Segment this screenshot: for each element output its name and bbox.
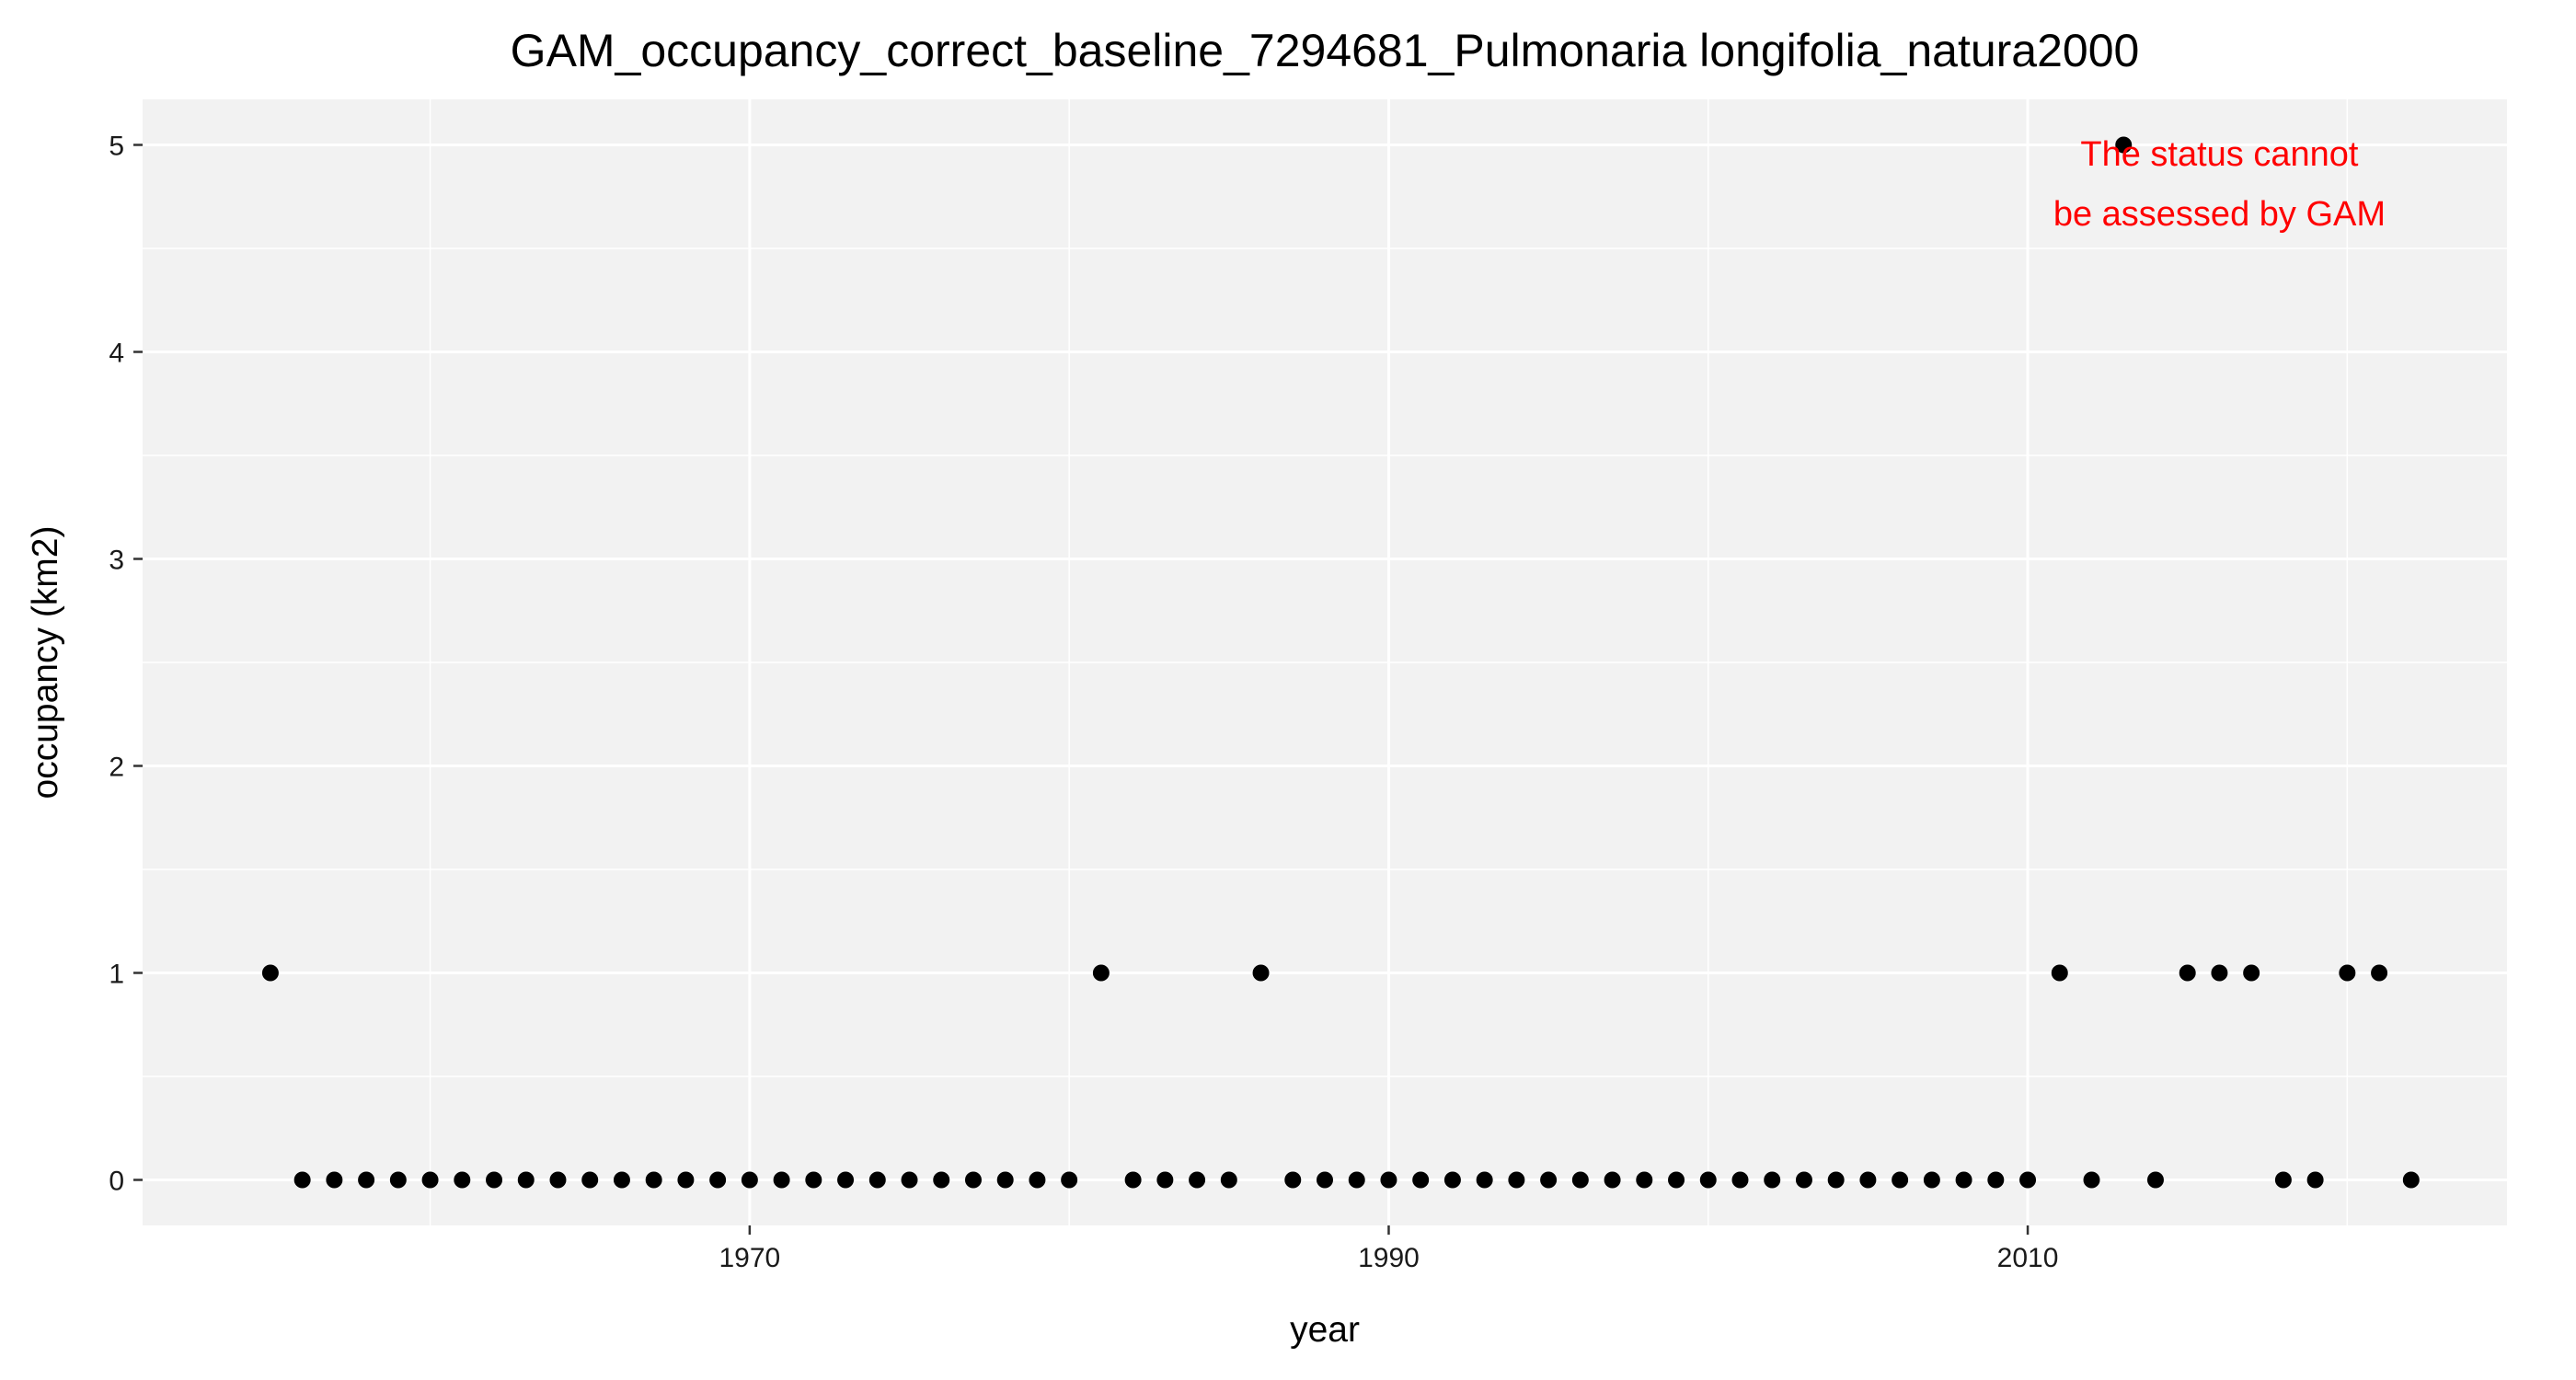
data-point [1827, 1171, 1845, 1189]
data-point [1189, 1171, 1206, 1189]
y-axis-title: occupancy (km2) [26, 526, 65, 799]
x-axis-ticks: 1970 1990 2010 [719, 1225, 2058, 1273]
y-tick-label: 3 [109, 546, 124, 576]
data-point [2243, 964, 2260, 982]
data-point [1284, 1171, 1302, 1189]
data-point [1348, 1171, 1365, 1189]
x-tick-label: 1990 [1358, 1243, 1420, 1273]
x-tick-label: 1970 [719, 1243, 780, 1273]
major-gridlines [143, 99, 2507, 1225]
y-tick-label: 2 [109, 753, 124, 783]
status-annotation: The status cannot be assessed by GAM [2053, 135, 2386, 234]
y-tick-label: 0 [109, 1167, 124, 1197]
data-point [1156, 1171, 1174, 1189]
annotation-line: be assessed by GAM [2053, 195, 2386, 234]
data-point [1412, 1171, 1430, 1189]
minor-gridlines [143, 99, 2507, 1225]
data-point [2402, 1171, 2420, 1189]
data-point [677, 1171, 695, 1189]
data-point [2019, 1171, 2037, 1189]
data-point [996, 1171, 1014, 1189]
data-point [868, 1171, 886, 1189]
data-point [2211, 964, 2228, 982]
data-point [261, 964, 279, 982]
data-point [2339, 964, 2356, 982]
data-point [1540, 1171, 1558, 1189]
data-point [421, 1171, 439, 1189]
data-point [773, 1171, 790, 1189]
data-point [2115, 136, 2133, 154]
data-point [837, 1171, 855, 1189]
data-point [1955, 1171, 1972, 1189]
y-tick-label: 1 [109, 960, 124, 990]
data-point [2051, 964, 2068, 982]
data-point [645, 1171, 662, 1189]
data-point [1443, 1171, 1461, 1189]
data-point [2179, 964, 2196, 982]
data-point [1029, 1171, 1046, 1189]
data-point [1668, 1171, 1685, 1189]
data-point [805, 1171, 822, 1189]
data-point [1731, 1171, 1749, 1189]
data-point [358, 1171, 375, 1189]
data-point [2274, 1171, 2292, 1189]
y-tick-label: 5 [109, 132, 124, 162]
annotation-line: The status cannot [2080, 135, 2359, 174]
data-point [1508, 1171, 1525, 1189]
data-point [1636, 1171, 1653, 1189]
data-point [901, 1171, 918, 1189]
x-tick-label: 2010 [1997, 1243, 2059, 1273]
data-point [1061, 1171, 1078, 1189]
data-point [1923, 1171, 1940, 1189]
data-point [2083, 1171, 2100, 1189]
data-point [2306, 1171, 2324, 1189]
data-point [964, 1171, 982, 1189]
data-point [1699, 1171, 1717, 1189]
data-point [2146, 1171, 2164, 1189]
data-point [517, 1171, 535, 1189]
data-point [709, 1171, 727, 1189]
data-point [1092, 964, 1110, 982]
chart-title: GAM_occupancy_correct_baseline_7294681_P… [511, 25, 2140, 76]
data-point [1604, 1171, 1621, 1189]
data-point [1892, 1171, 1909, 1189]
x-axis-title: year [1290, 1310, 1360, 1350]
data-point [1795, 1171, 1812, 1189]
y-tick-label: 4 [109, 339, 124, 369]
data-point [486, 1171, 503, 1189]
data-point [1380, 1171, 1397, 1189]
data-point [1987, 1171, 2005, 1189]
data-point [741, 1171, 758, 1189]
data-point [454, 1171, 471, 1189]
data-point [933, 1171, 950, 1189]
data-point [613, 1171, 630, 1189]
data-points [261, 136, 2420, 1189]
data-point [1476, 1171, 1493, 1189]
data-point [581, 1171, 599, 1189]
data-point [1317, 1171, 1333, 1189]
data-point [549, 1171, 567, 1189]
data-point [1252, 964, 1270, 982]
data-point [1124, 1171, 1142, 1189]
y-axis-ticks: 0 1 2 3 4 5 [109, 132, 143, 1197]
data-point [1764, 1171, 1781, 1189]
data-point [1859, 1171, 1877, 1189]
data-point [389, 1171, 407, 1189]
data-point [1571, 1171, 1589, 1189]
data-point [2371, 964, 2388, 982]
data-point [326, 1171, 343, 1189]
data-point [293, 1171, 311, 1189]
data-point [1220, 1171, 1237, 1189]
